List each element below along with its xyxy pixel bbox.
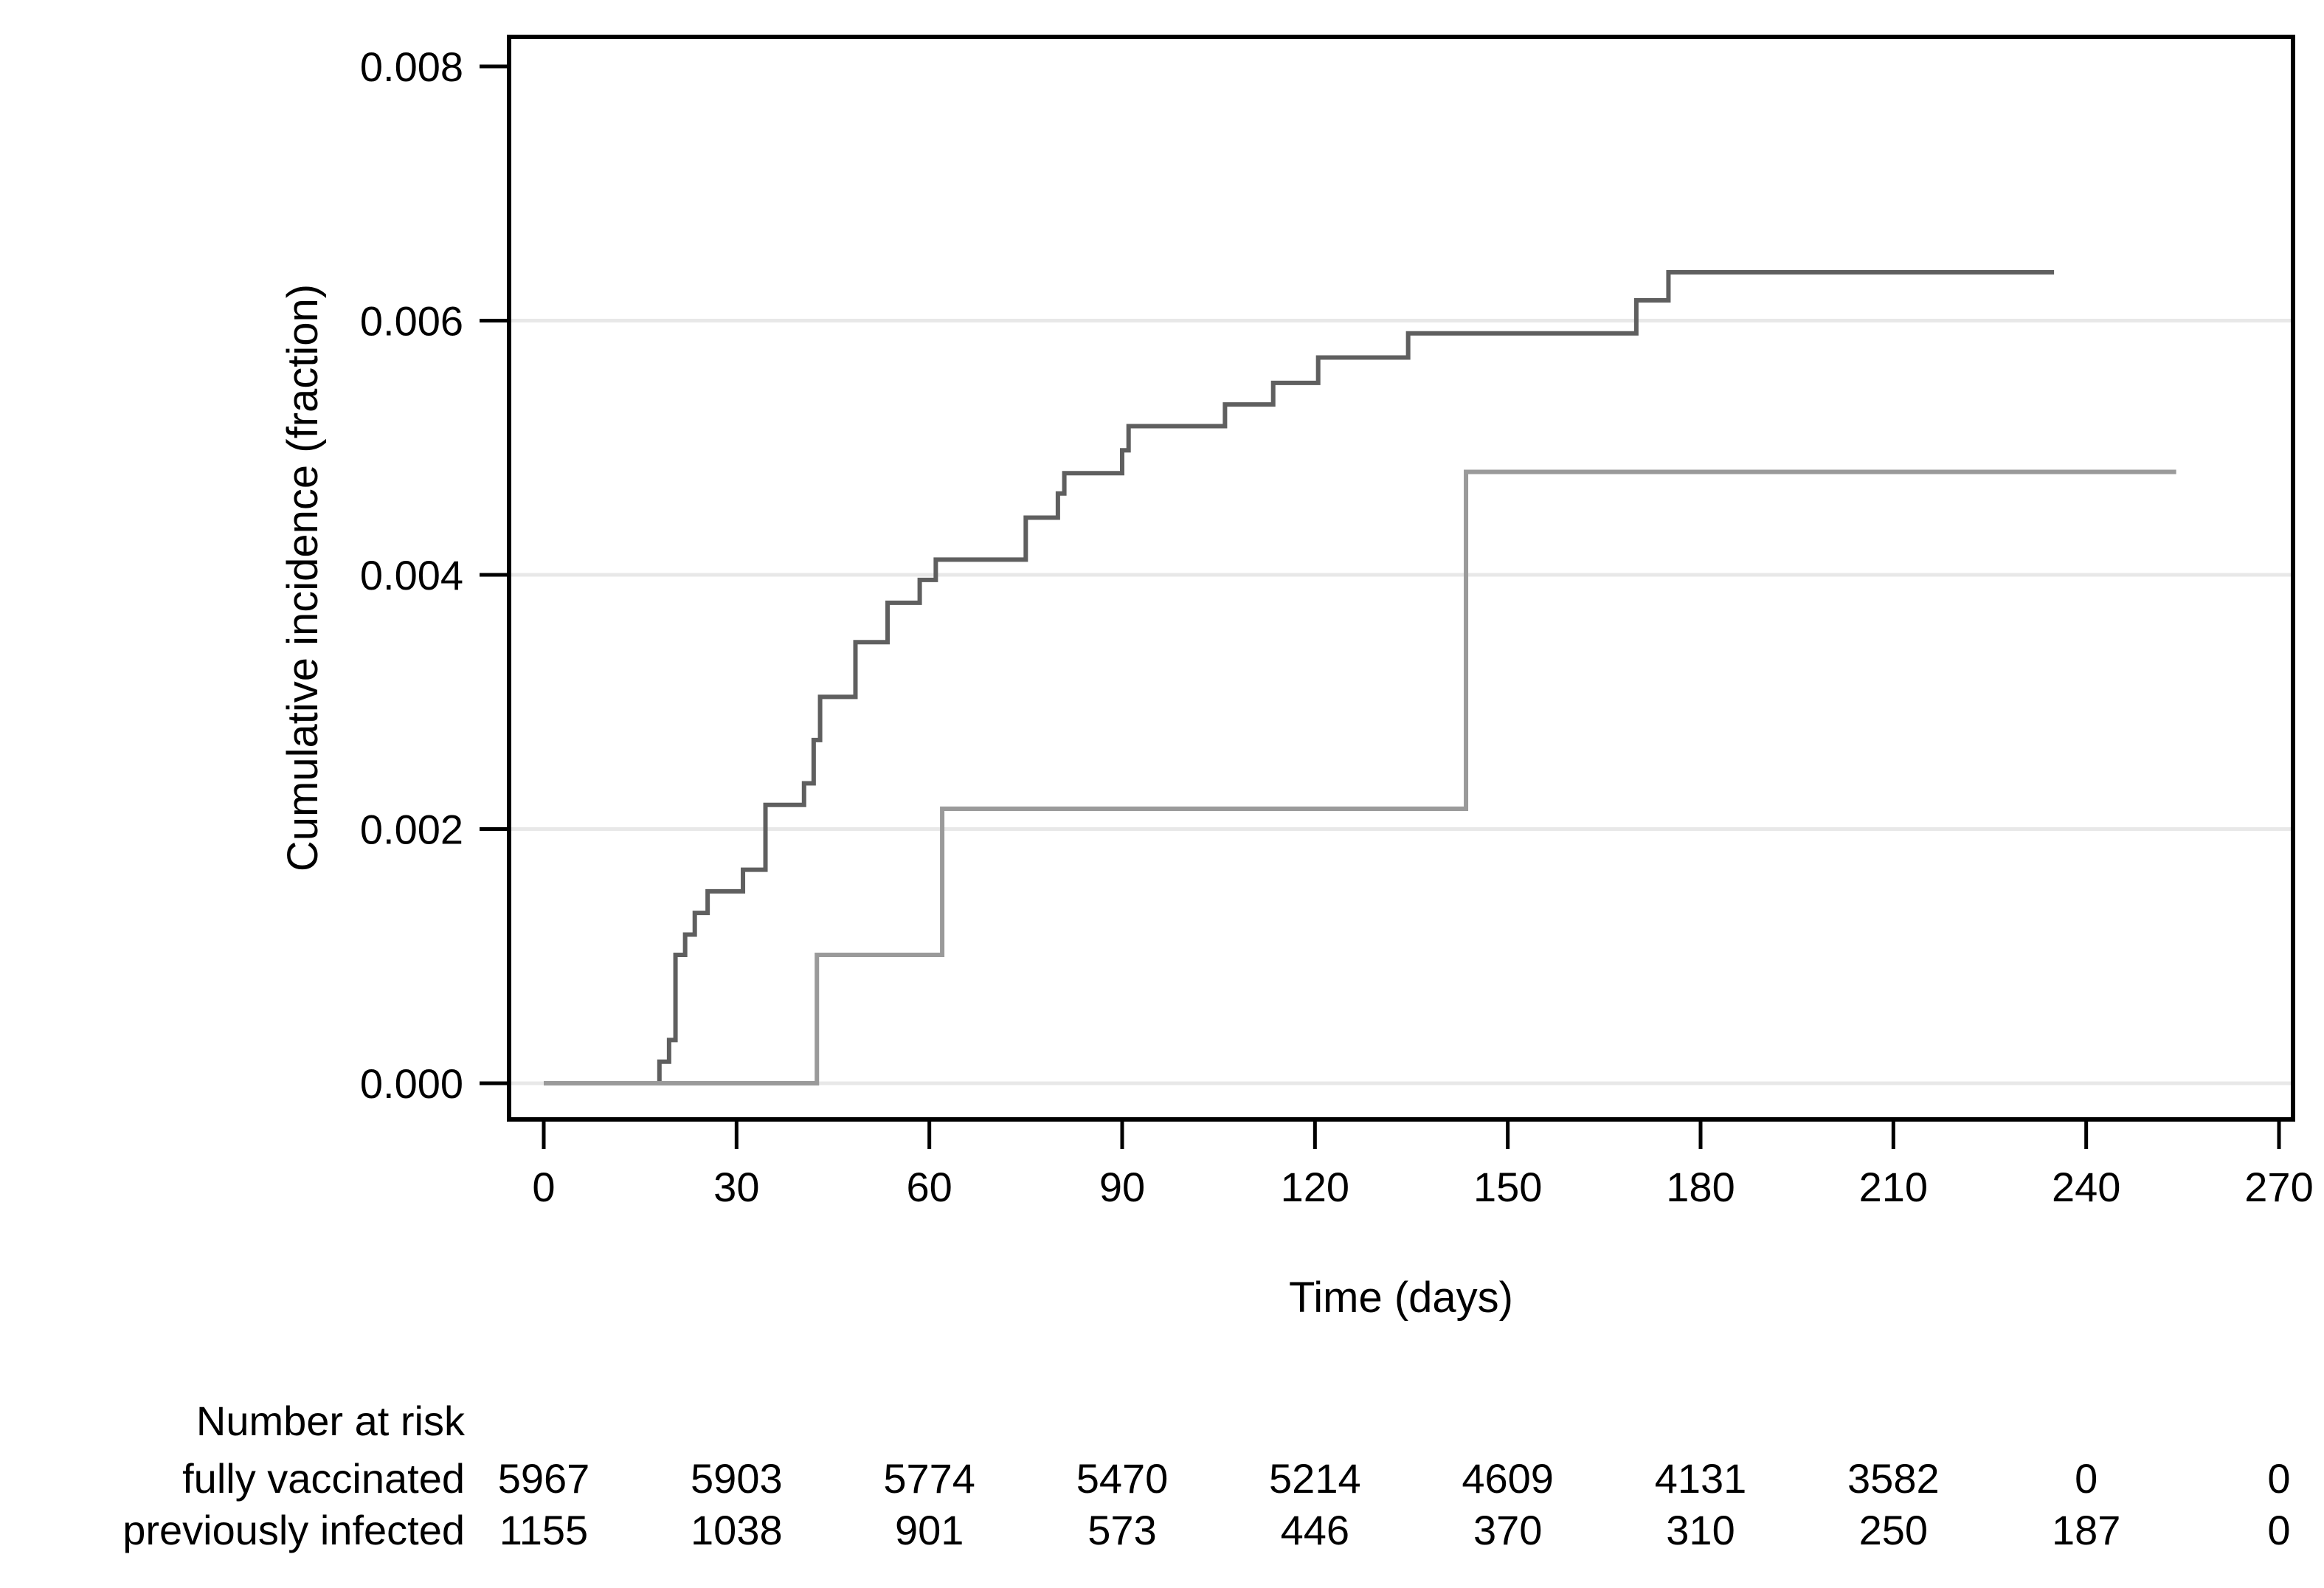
- risk-value: 370: [1473, 1507, 1542, 1553]
- y-tick-label: 0.000: [360, 1060, 463, 1107]
- y-axis-title: Cumulative incidence (fraction): [279, 284, 327, 871]
- y-tick-label: 0.004: [360, 552, 463, 598]
- x-tick-label: 270: [2244, 1164, 2313, 1210]
- risk-value: 446: [1281, 1507, 1349, 1553]
- x-tick-label: 0: [532, 1164, 555, 1210]
- risk-value: 4131: [1655, 1455, 1747, 1502]
- axes-layer: 0.000 0.002 0.004 0.006 0.008 0 30 60 90 120 150 18…: [360, 35, 2314, 1210]
- risk-table-title: Number at risk: [196, 1398, 466, 1444]
- x-tick-label: 180: [1666, 1164, 1735, 1210]
- risk-value: 3582: [1847, 1455, 1940, 1502]
- risk-table-layer: fully vaccinated 5967 5903 5774 5470 5214 4609…: [122, 1455, 2290, 1553]
- risk-value: 250: [1859, 1507, 1928, 1553]
- risk-row-label: fully vaccinated: [182, 1455, 465, 1502]
- x-tick-label: 30: [713, 1164, 759, 1210]
- x-tick-label: 60: [907, 1164, 952, 1210]
- x-tick-label: 90: [1099, 1164, 1145, 1210]
- risk-value: 901: [895, 1507, 964, 1553]
- y-tick-label: 0.008: [360, 44, 463, 90]
- risk-value: 5470: [1076, 1455, 1169, 1502]
- risk-value: 0: [2267, 1455, 2290, 1502]
- plot-border: [507, 35, 2295, 1122]
- risk-value: 4609: [1462, 1455, 1554, 1502]
- risk-value: 0: [2267, 1507, 2290, 1553]
- risk-value: 5214: [1269, 1455, 1361, 1502]
- series-line-fully-vaccinated: [544, 270, 2055, 1085]
- x-tick-label: 240: [2052, 1164, 2120, 1210]
- x-axis-title: Time (days): [1289, 1274, 1513, 1322]
- gridline-layer: [509, 319, 2293, 1085]
- risk-value: 5903: [691, 1455, 783, 1502]
- risk-value: 573: [1087, 1507, 1156, 1553]
- y-tick-label: 0.006: [360, 298, 463, 345]
- risk-row-label: previously infected: [122, 1507, 465, 1553]
- series-line-previously-infected: [544, 469, 2176, 1085]
- labels-layer: Time (days) Cumulative incidence (fracti…: [196, 284, 1513, 1444]
- risk-value: 187: [2052, 1507, 2120, 1553]
- series-layer: [544, 270, 2176, 1085]
- x-tick-label: 150: [1473, 1164, 1542, 1210]
- risk-value: 310: [1666, 1507, 1735, 1553]
- risk-value: 5774: [883, 1455, 975, 1502]
- risk-value: 1155: [499, 1507, 588, 1553]
- risk-value: 0: [2075, 1455, 2098, 1502]
- risk-value: 5967: [498, 1455, 590, 1502]
- x-tick-label: 120: [1281, 1164, 1349, 1210]
- risk-value: 1038: [691, 1507, 783, 1553]
- y-tick-label: 0.002: [360, 807, 463, 853]
- x-tick-label: 210: [1859, 1164, 1928, 1210]
